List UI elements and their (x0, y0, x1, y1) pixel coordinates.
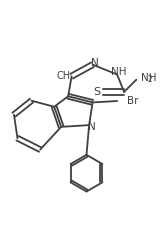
Text: CH: CH (57, 71, 71, 81)
Text: 2: 2 (147, 75, 152, 84)
Text: N: N (91, 58, 99, 68)
Text: NH: NH (111, 67, 126, 77)
Text: NH: NH (141, 73, 156, 83)
Text: Br: Br (127, 96, 138, 106)
Text: S: S (93, 87, 101, 97)
Text: N: N (88, 122, 96, 132)
